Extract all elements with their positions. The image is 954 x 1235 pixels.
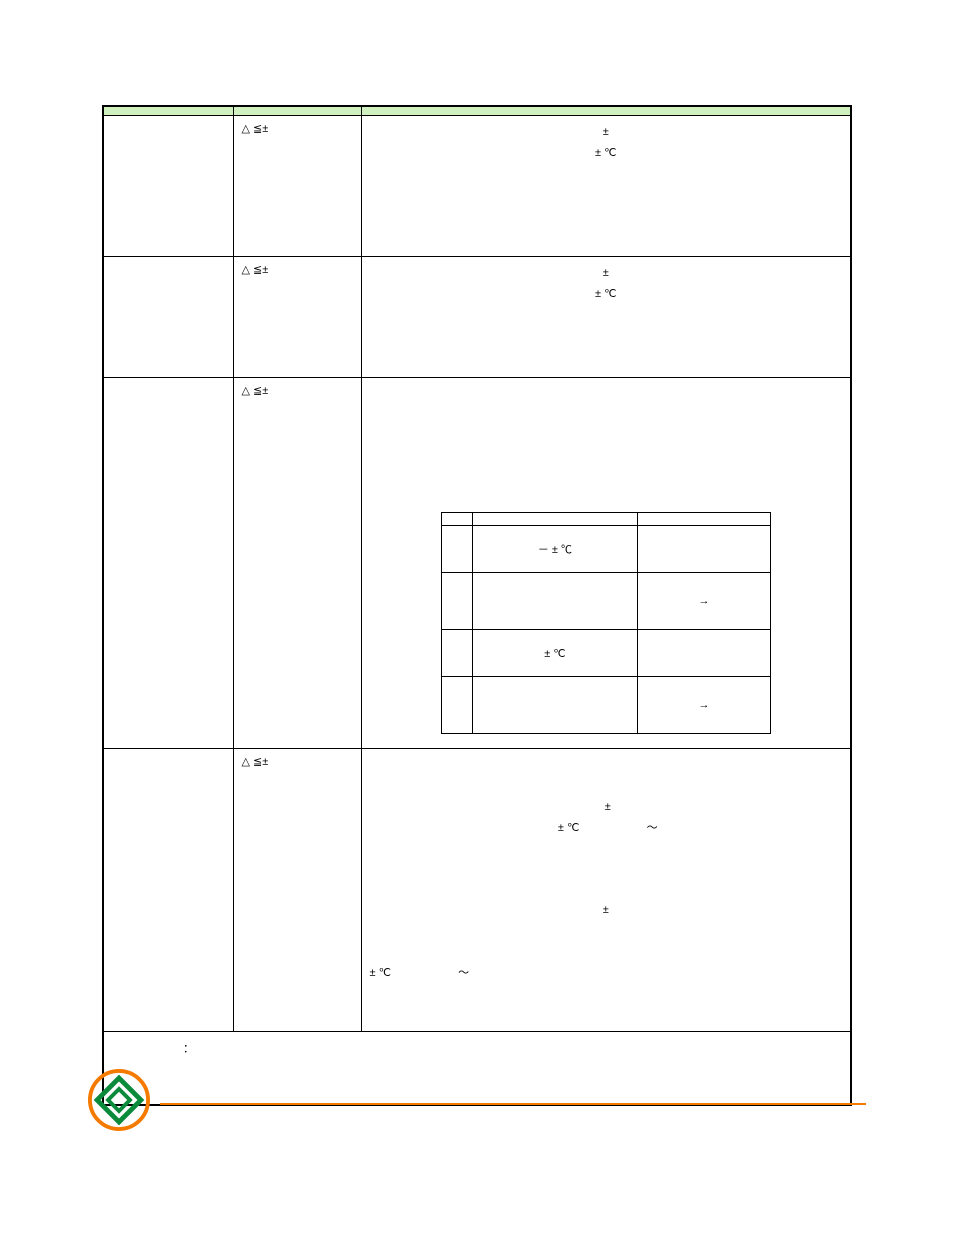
nested-h-step xyxy=(441,513,472,526)
footer xyxy=(88,1063,866,1127)
row3-cond-intro xyxy=(370,384,843,504)
row2-crit: △ ≦± xyxy=(233,257,361,378)
nested-row: ± ℃ xyxy=(441,630,770,677)
nested-r4-cond xyxy=(472,677,638,734)
nested-header-row xyxy=(441,513,770,526)
row3-cond: － ± ℃ → ± ℃ xyxy=(361,378,851,749)
page-root: △ ≦± ± ± ℃ △ ≦± ± ± ℃ △ ≦± xyxy=(0,0,954,1235)
row3-item xyxy=(103,378,233,749)
row4-crit: △ ≦± xyxy=(233,749,361,1032)
nested-r3-step xyxy=(441,630,472,677)
reliability-table: △ ≦± ± ± ℃ △ ≦± ± ± ℃ △ ≦± xyxy=(102,105,852,1106)
nested-r1-cond: － ± ℃ xyxy=(472,526,638,573)
nested-r2-time: → xyxy=(638,573,771,630)
table-row: △ ≦± － ± ℃ xyxy=(103,378,851,749)
row1-cond: ± ± ℃ xyxy=(361,116,851,257)
note-label: ： xyxy=(116,1040,194,1056)
row4-cond: ± ± ℃ ～ ± ± ℃ ～ ± ± ℃ ～ xyxy=(361,749,851,1032)
row1-cond-text: ± ± ℃ xyxy=(370,122,843,164)
header-criteria xyxy=(233,106,361,116)
row4-item xyxy=(103,749,233,1032)
header-row xyxy=(103,106,851,116)
row4-l2: ± ℃ ～ xyxy=(370,963,843,984)
row1-item xyxy=(103,116,233,257)
thermal-cycle-table: － ± ℃ → ± ℃ xyxy=(441,512,771,734)
row1-crit: △ ≦± xyxy=(233,116,361,257)
nested-row: － ± ℃ xyxy=(441,526,770,573)
nested-r1-time xyxy=(638,526,771,573)
row2-item xyxy=(103,257,233,378)
footer-rule xyxy=(160,1103,866,1105)
row2-cond: ± ± ℃ xyxy=(361,257,851,378)
row3-crit: △ ≦± xyxy=(233,378,361,749)
nested-r3-cond: ± ℃ xyxy=(472,630,638,677)
header-conditions xyxy=(361,106,851,116)
table-row: △ ≦± ± ± ℃ ～ ± ± ℃ ～ ± ± ℃ ～ xyxy=(103,749,851,1032)
nested-row: → xyxy=(441,677,770,734)
row2-cond-text: ± ± ℃ xyxy=(370,263,843,305)
nested-h-time xyxy=(638,513,771,526)
table-row: △ ≦± ± ± ℃ xyxy=(103,257,851,378)
row4-l1: ± xyxy=(370,900,843,921)
nested-row: → xyxy=(441,573,770,630)
nested-h-cond xyxy=(472,513,638,526)
row4-line1: ± ± ℃ ～ xyxy=(374,797,843,839)
nested-r3-time xyxy=(638,630,771,677)
nested-r2-cond xyxy=(472,573,638,630)
nested-r1-step xyxy=(441,526,472,573)
company-logo-icon xyxy=(88,1069,150,1131)
header-item xyxy=(103,106,233,116)
nested-r4-step xyxy=(441,677,472,734)
nested-r4-time: → xyxy=(638,677,771,734)
nested-r2-step xyxy=(441,573,472,630)
table-row: △ ≦± ± ± ℃ xyxy=(103,116,851,257)
